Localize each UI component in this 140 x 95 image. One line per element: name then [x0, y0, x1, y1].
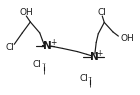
Text: Cl: Cl [79, 74, 88, 83]
Text: N: N [90, 52, 98, 62]
Text: Cl: Cl [98, 8, 107, 17]
Text: +: + [50, 38, 56, 47]
Text: OH: OH [19, 8, 33, 17]
Text: Cl: Cl [33, 60, 41, 69]
Text: |: | [42, 64, 46, 74]
Text: OH: OH [120, 34, 134, 43]
Text: N: N [43, 41, 52, 51]
Text: |: | [88, 77, 92, 87]
Text: +: + [96, 49, 103, 58]
Text: Cl: Cl [6, 43, 15, 52]
Text: ⁻: ⁻ [42, 61, 46, 70]
Text: ⁻: ⁻ [88, 74, 92, 83]
